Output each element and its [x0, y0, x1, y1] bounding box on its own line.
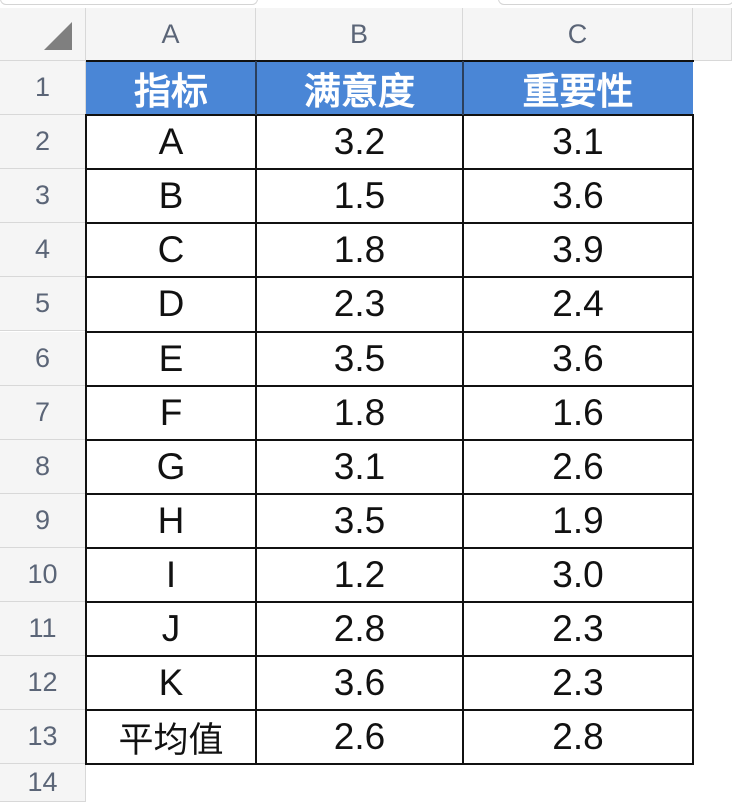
row-header-6[interactable]: 6	[0, 331, 86, 386]
table-cell[interactable]: 3.5	[256, 493, 463, 548]
select-all-icon	[44, 22, 72, 50]
row-header-9[interactable]: 9	[0, 493, 86, 548]
table-border-horizontal	[86, 709, 694, 712]
row-header-11[interactable]: 11	[0, 602, 86, 657]
table-border-horizontal	[86, 384, 694, 387]
table-border-horizontal	[86, 655, 694, 658]
row-header-4[interactable]: 4	[0, 223, 86, 278]
select-all-button[interactable]	[0, 8, 86, 61]
table-cell[interactable]: 3.2	[256, 115, 463, 170]
table-cell[interactable]: 2.4	[463, 277, 693, 332]
table-cell[interactable]: 1.6	[463, 385, 693, 440]
table-border-vertical	[692, 114, 694, 766]
table-border-horizontal	[86, 492, 694, 495]
table-cell[interactable]: C	[86, 223, 256, 278]
table-border-horizontal	[86, 114, 694, 117]
table-cell[interactable]: 3.5	[256, 331, 463, 386]
table-border-horizontal	[86, 546, 694, 549]
table-cell[interactable]: B	[86, 169, 256, 224]
table-cell[interactable]: D	[86, 277, 256, 332]
row-header-13[interactable]: 13	[0, 710, 86, 765]
row-header-7[interactable]: 7	[0, 385, 86, 440]
table-cell[interactable]: 3.6	[463, 331, 693, 386]
table-border-horizontal	[86, 222, 694, 225]
toolbar-tab-left	[0, 0, 258, 5]
table-header-cell[interactable]: 满意度	[256, 61, 463, 116]
header-separator	[462, 61, 464, 116]
row-header-12[interactable]: 12	[0, 656, 86, 711]
table-cell[interactable]: 1.5	[256, 169, 463, 224]
table-cell[interactable]: 1.2	[256, 547, 463, 602]
table-cell[interactable]: 3.0	[463, 547, 693, 602]
table-border-horizontal	[86, 763, 694, 766]
table-header-cell[interactable]: 重要性	[463, 61, 693, 116]
column-header-b[interactable]: B	[256, 8, 463, 61]
table-cell[interactable]: A	[86, 115, 256, 170]
table-cell[interactable]: 2.8	[463, 710, 693, 765]
row-header-1[interactable]: 1	[0, 61, 86, 116]
column-header-c[interactable]: C	[463, 8, 693, 61]
table-border-horizontal	[86, 601, 694, 603]
table-cell[interactable]: 平均值	[86, 710, 256, 765]
row-header-10[interactable]: 10	[0, 547, 86, 602]
table-border-horizontal	[86, 438, 694, 441]
row-header-14[interactable]: 14	[0, 764, 86, 802]
table-border-horizontal	[86, 330, 694, 333]
table-cell[interactable]: 3.1	[256, 439, 463, 494]
table-border-vertical	[255, 114, 257, 766]
row-header-8[interactable]: 8	[0, 439, 86, 494]
table-cell[interactable]: 3.6	[463, 169, 693, 224]
table-border-horizontal	[86, 276, 694, 279]
row-header-2[interactable]: 2	[0, 115, 86, 170]
table-cell[interactable]: I	[86, 547, 256, 602]
table-border-horizontal	[86, 168, 694, 171]
table-border-vertical	[85, 114, 87, 766]
table-cell[interactable]: 2.6	[256, 710, 463, 765]
header-separator	[255, 61, 257, 116]
column-header-a[interactable]: A	[86, 8, 256, 61]
row-header-3[interactable]: 3	[0, 169, 86, 224]
table-cell[interactable]: H	[86, 493, 256, 548]
table-cell[interactable]: J	[86, 602, 256, 657]
table-cell[interactable]: K	[86, 656, 256, 711]
table-cell[interactable]: F	[86, 385, 256, 440]
table-cell[interactable]: 2.3	[463, 602, 693, 657]
table-cell[interactable]: 1.8	[256, 385, 463, 440]
table-border-vertical	[462, 114, 464, 766]
table-border-horizontal	[86, 60, 694, 62]
table-cell[interactable]: G	[86, 439, 256, 494]
table-cell[interactable]: 2.6	[463, 439, 693, 494]
table-cell[interactable]: 2.3	[256, 277, 463, 332]
column-header-next[interactable]	[693, 8, 732, 61]
table-header-cell[interactable]: 指标	[86, 61, 256, 116]
table-cell[interactable]: E	[86, 331, 256, 386]
table-cell[interactable]: 3.1	[463, 115, 693, 170]
table-cell[interactable]: 2.8	[256, 602, 463, 657]
table-cell[interactable]: 1.8	[256, 223, 463, 278]
toolbar-tab-right	[498, 0, 732, 5]
table-cell[interactable]: 3.6	[256, 656, 463, 711]
table-cell[interactable]: 3.9	[463, 223, 693, 278]
table-cell[interactable]: 2.3	[463, 656, 693, 711]
row-header-5[interactable]: 5	[0, 277, 86, 332]
table-cell[interactable]: 1.9	[463, 493, 693, 548]
